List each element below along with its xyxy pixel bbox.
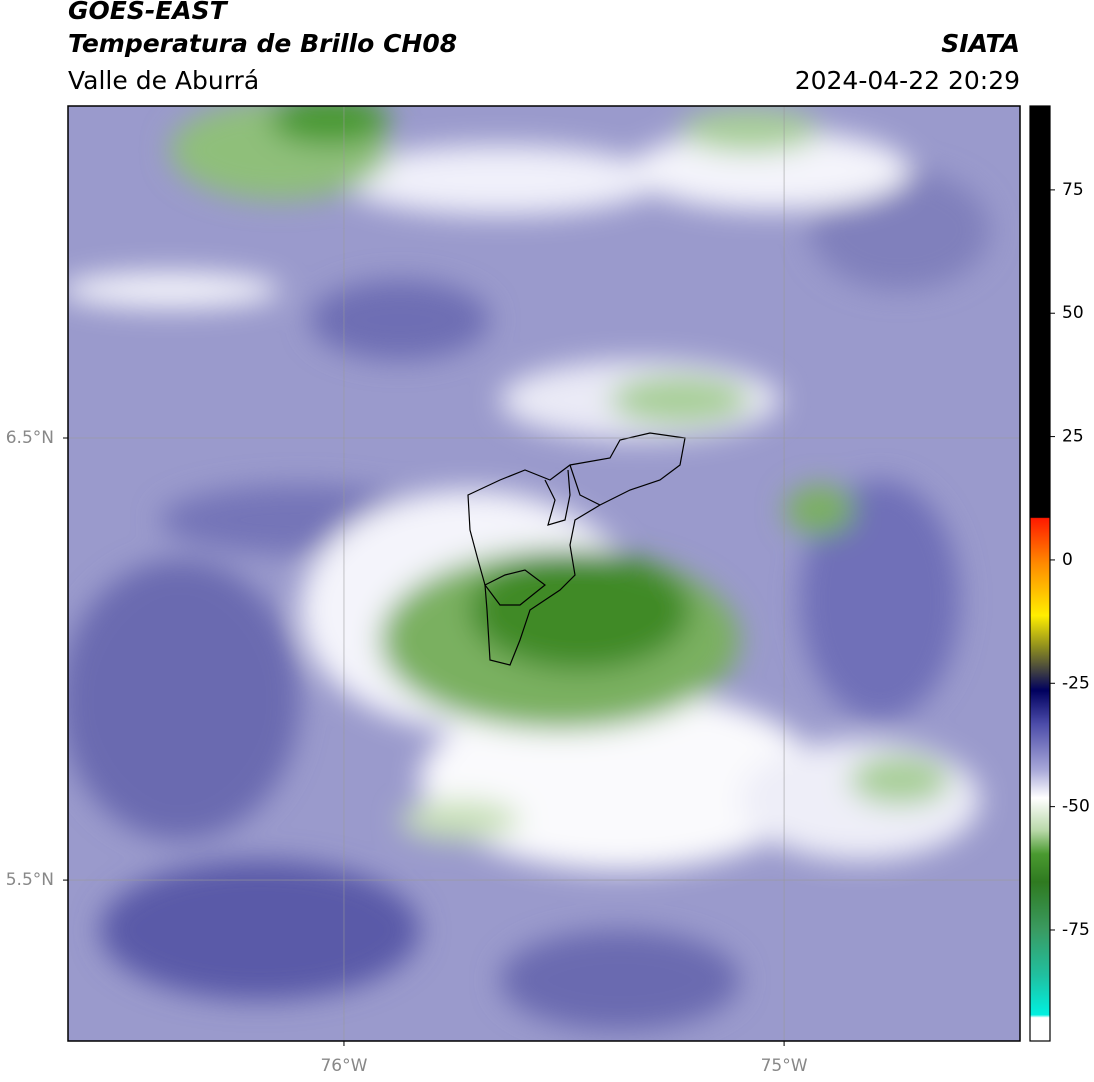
colorbar-tick-label: 75 [1062, 180, 1084, 200]
graticule [68, 106, 1020, 1041]
region: Valle de Aburrá [68, 66, 259, 95]
valle-aburra-boundary [467, 432, 686, 666]
map-frame [67, 105, 1021, 1042]
colorbar-tick-label: 0 [1062, 550, 1073, 570]
colorbar-tick-label: -50 [1062, 797, 1090, 817]
source: SIATA [941, 29, 1020, 58]
timestamp: 2024-04-22 20:29 [795, 66, 1020, 95]
colorbar-tick-label: -75 [1062, 920, 1090, 940]
colorbar-tick-label: 25 [1062, 427, 1084, 447]
title: GOES-EAST [68, 0, 229, 25]
y-tick-label: 6.5°N [6, 428, 54, 448]
colorbar-tick-label: -25 [1062, 673, 1090, 693]
y-tick-label: 5.5°N [6, 870, 54, 890]
satellite-image [68, 106, 1020, 1041]
colorbar-tick-label: 50 [1062, 303, 1084, 323]
subtitle: Temperatura de Brillo CH08 [68, 29, 457, 58]
colorbar [1029, 105, 1051, 1042]
x-tick-label: 76°W [320, 1056, 367, 1076]
x-tick-label: 75°W [761, 1056, 808, 1076]
